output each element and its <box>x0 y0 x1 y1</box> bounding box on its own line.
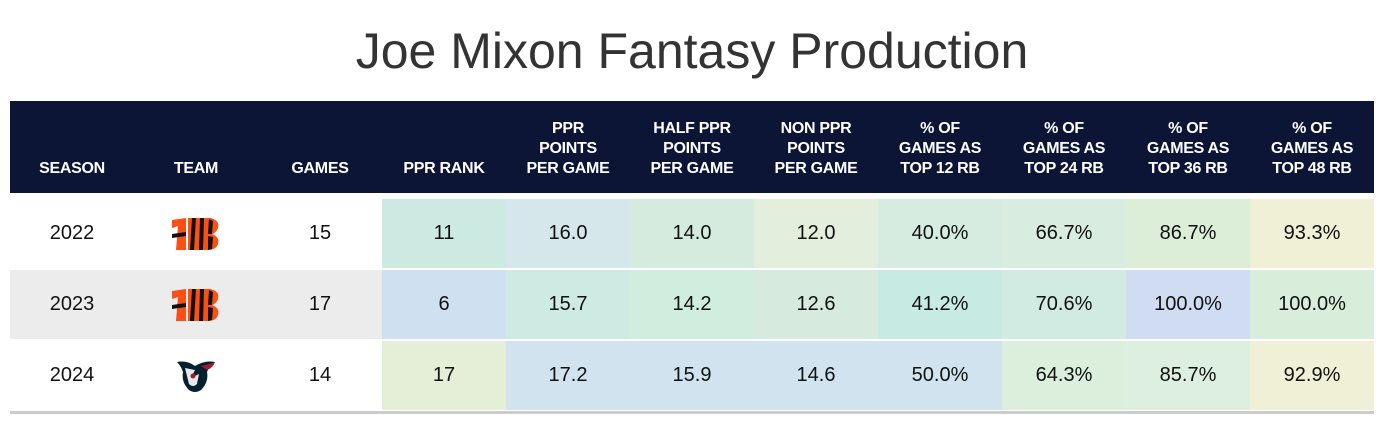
header-cell: SEASON <box>10 101 134 193</box>
header-cell: TEAM <box>134 101 258 193</box>
header-text: % OF GAMES AS TOP 36 RB <box>1146 120 1230 177</box>
table-row: 2023 17 6 15.7 14.2 12.6 41.2% 70.6% 100.0% 100.0… <box>10 270 1374 339</box>
table-cell: 2022 <box>10 199 134 268</box>
table-cell: 16.0 <box>506 199 630 268</box>
header-text: PPR POINTS PER GAME <box>526 120 610 177</box>
table-cell: 14.6 <box>754 341 878 410</box>
table-cell: 86.7% <box>1126 199 1250 268</box>
table-cell: 12.6 <box>754 270 878 339</box>
table: SEASON TEAM GAMES PPR RANK PPR POINTS PER GA… <box>10 101 1374 414</box>
header-cell: GAMES <box>258 101 382 193</box>
logo-icon <box>177 361 215 392</box>
team-logo <box>134 199 258 268</box>
header-text: SEASON <box>39 160 105 177</box>
table-cell: 2023 <box>10 270 134 339</box>
header-text: NON PPR POINTS PER GAME <box>774 120 858 177</box>
header-text: % OF GAMES AS TOP 12 RB <box>898 120 982 177</box>
table-cell: 93.3% <box>1250 199 1374 268</box>
header-cell: % OF GAMES AS TOP 48 RB <box>1250 101 1374 193</box>
header-text: % OF GAMES AS TOP 48 RB <box>1270 120 1354 177</box>
table-cell: 66.7% <box>1002 199 1126 268</box>
table-cell: 15.9 <box>630 341 754 410</box>
table-cell: 6 <box>382 270 506 339</box>
logo-icon <box>172 217 219 250</box>
header-text: PPR RANK <box>403 160 485 177</box>
header-cell: HALF PPR POINTS PER GAME <box>630 101 754 193</box>
table-cell: 17.2 <box>506 341 630 410</box>
table-cell: 92.9% <box>1250 341 1374 410</box>
header-text: TEAM <box>173 160 219 177</box>
header-cell: NON PPR POINTS PER GAME <box>754 101 878 193</box>
header-text: HALF PPR POINTS PER GAME <box>650 120 734 177</box>
table-cell: 50.0% <box>878 341 1002 410</box>
table-body: 2022 15 11 16.0 14.0 12.0 40.0% 66.7% 86.7% 93.3%… <box>10 199 1374 410</box>
table-cell: 85.7% <box>1126 341 1250 410</box>
title: Joe Mixon Fantasy Production <box>355 23 1029 79</box>
table-cell: 15.7 <box>506 270 630 339</box>
table-cell: 40.0% <box>878 199 1002 268</box>
table-cell: 14.0 <box>630 199 754 268</box>
table-cell: 17 <box>382 341 506 410</box>
table-cell: 41.2% <box>878 270 1002 339</box>
table-cell: 17 <box>258 270 382 339</box>
team-logo <box>134 341 258 410</box>
header-cell: PPR RANK <box>382 101 506 193</box>
table-cell: 100.0% <box>1250 270 1374 339</box>
table-cell: 14 <box>258 341 382 410</box>
table-cell: 100.0% <box>1126 270 1250 339</box>
team-logo <box>134 270 258 339</box>
table-bottom-border <box>10 411 1374 414</box>
table-cell: 11 <box>382 199 506 268</box>
header-text: GAMES <box>291 160 349 177</box>
table-cell: 70.6% <box>1002 270 1126 339</box>
table-cell: 64.3% <box>1002 341 1126 410</box>
table-cell: 2024 <box>10 341 134 410</box>
logo-icon <box>172 288 219 321</box>
header-cell: % OF GAMES AS TOP 12 RB <box>878 101 1002 193</box>
table-cell: 15 <box>258 199 382 268</box>
header-text: % OF GAMES AS TOP 24 RB <box>1022 120 1106 177</box>
header-row: SEASON TEAM GAMES PPR RANK PPR POINTS PER GA… <box>10 101 1374 193</box>
header-cell: % OF GAMES AS TOP 24 RB <box>1002 101 1126 193</box>
header-cell: % OF GAMES AS TOP 36 RB <box>1126 101 1250 193</box>
table-row: 2024 14 17 17.2 15.9 14.6 50.0% 64.3% 85.7% 92.9% <box>10 341 1374 410</box>
table-cell: 12.0 <box>754 199 878 268</box>
table-row: 2022 15 11 16.0 14.0 12.0 40.0% 66.7% 86.7% 93.3% <box>10 199 1374 268</box>
table-cell: 14.2 <box>630 270 754 339</box>
header-cell: PPR POINTS PER GAME <box>506 101 630 193</box>
